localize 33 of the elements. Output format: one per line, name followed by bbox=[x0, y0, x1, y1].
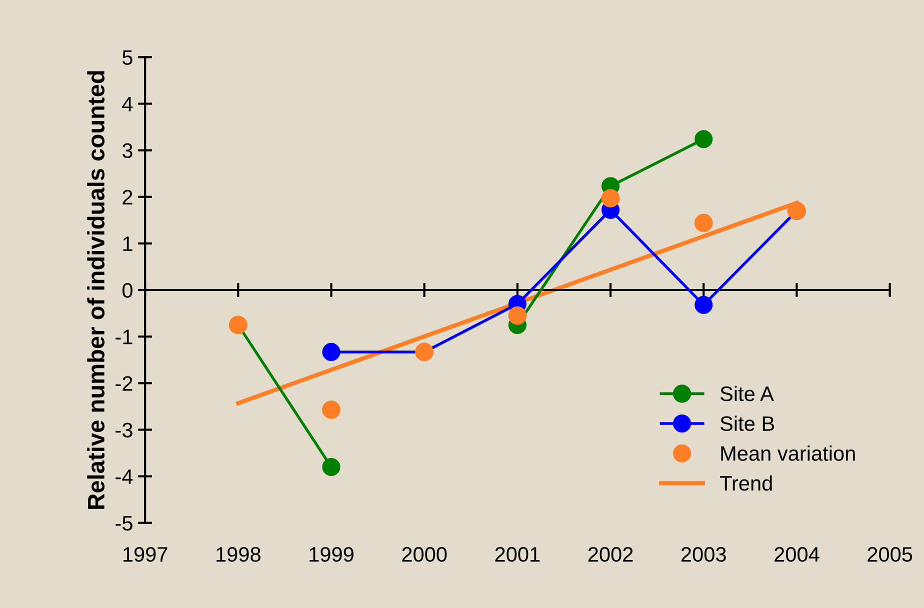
x-tick-label: 2003 bbox=[682, 547, 726, 562]
y-tick-label: -5 bbox=[116, 516, 132, 531]
y-tick-label: 2 bbox=[122, 190, 132, 204]
legend-label: Site B bbox=[720, 416, 774, 432]
x-tick-label: 1999 bbox=[310, 547, 354, 562]
x-tick-label: 2004 bbox=[774, 547, 820, 562]
x-tick-label: 1998 bbox=[216, 547, 260, 562]
y-tick-label: -1 bbox=[116, 330, 132, 344]
x-tick-label: 2001 bbox=[495, 547, 540, 562]
y-tick-label: 4 bbox=[122, 96, 133, 112]
point bbox=[694, 130, 713, 148]
y-tick-label: 0 bbox=[122, 283, 132, 298]
y-tick-label: -4 bbox=[116, 470, 133, 484]
y-tick-label: -3 bbox=[116, 422, 132, 438]
point bbox=[694, 214, 713, 232]
y-axis-title: Relative number of individuals counted bbox=[87, 71, 105, 509]
legend-label: Site A bbox=[720, 386, 774, 402]
y-tick-label: -2 bbox=[116, 376, 132, 391]
x-tick-label: 2000 bbox=[402, 547, 447, 562]
y-tick-label: 5 bbox=[122, 50, 132, 65]
x-tick-label: 2002 bbox=[588, 547, 633, 562]
y-tick-label: 1 bbox=[123, 236, 132, 251]
point bbox=[694, 296, 713, 314]
x-tick-label: 1997 bbox=[123, 547, 168, 562]
point bbox=[322, 458, 340, 476]
point bbox=[322, 400, 340, 419]
point bbox=[508, 306, 527, 325]
point bbox=[322, 342, 340, 361]
y-tick-label: 3 bbox=[122, 143, 132, 158]
legend-label: Mean variation bbox=[721, 446, 855, 461]
point bbox=[601, 189, 620, 208]
x-tick-label: 2005 bbox=[868, 547, 912, 562]
legend-label: Trend bbox=[720, 475, 772, 491]
